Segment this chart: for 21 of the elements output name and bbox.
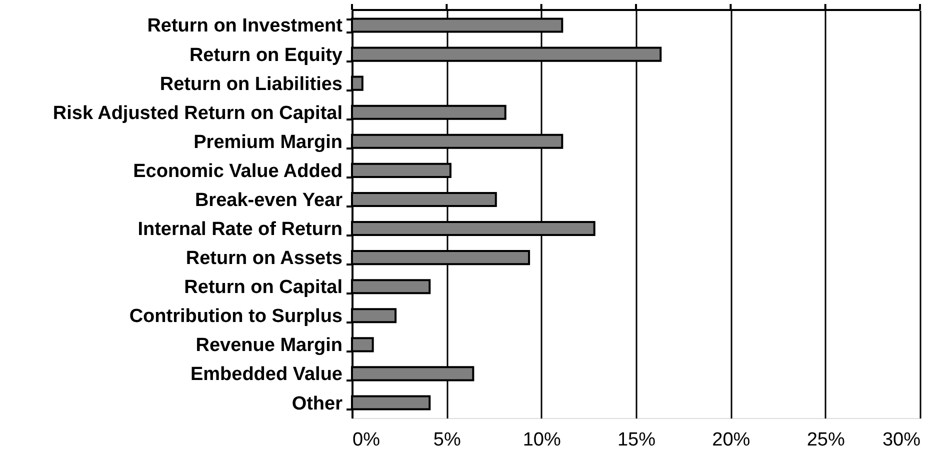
x-tick-label: 10%: [522, 430, 561, 450]
y-tick-label: Return on Assets: [186, 248, 342, 270]
y-tick-label: Return on Liabilities: [160, 74, 342, 95]
y-tick-label: Embedded Value: [190, 364, 342, 386]
y-tick-label: Risk Adjusted Return on Capital: [52, 102, 342, 124]
y-tick-label: Other: [292, 393, 344, 414]
y-tick-label: Economic Value Added: [133, 160, 342, 182]
y-tick-label: Premium Margin: [194, 132, 342, 153]
x-tick-label: 30%: [882, 430, 921, 450]
y-tick-label: Internal Rate of Return: [138, 219, 342, 240]
x-tick-label: 25%: [806, 430, 845, 450]
x-tick-label: 5%: [433, 430, 461, 450]
y-tick-label: Return on Investment: [147, 16, 344, 37]
y-tick-label: Return on Equity: [189, 44, 343, 66]
y-tick-label: Revenue Margin: [196, 335, 342, 356]
x-tick-label: 20%: [712, 430, 750, 450]
y-tick-label: Return on Capital: [184, 277, 342, 298]
y-tick-label: Contribution to Surplus: [129, 306, 342, 328]
y-tick-label: Break-even Year: [194, 190, 344, 211]
x-tick-label: 15%: [617, 430, 656, 450]
x-tick-label: 0%: [352, 430, 380, 450]
